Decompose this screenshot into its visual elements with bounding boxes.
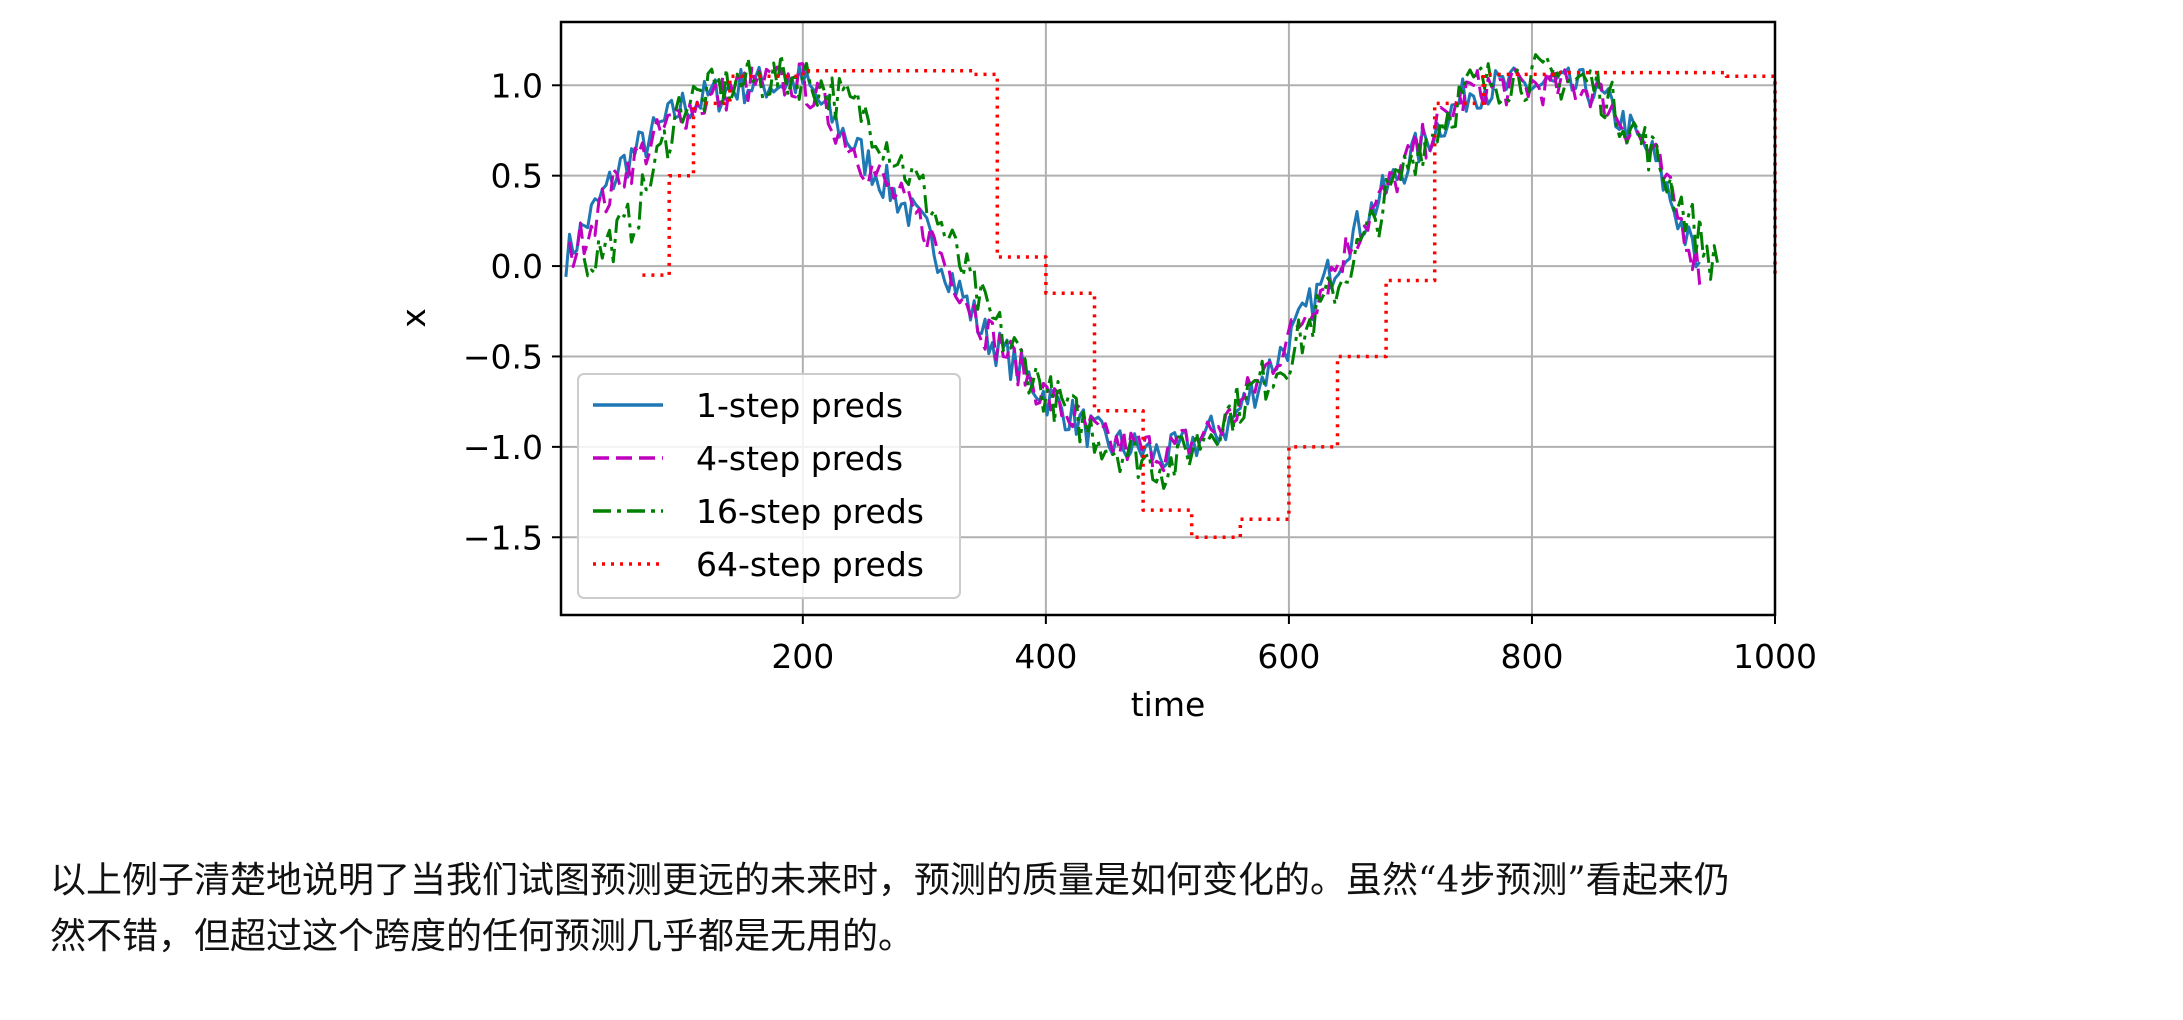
x-tick-label: 400 — [1014, 637, 1077, 676]
series-line-3 — [582, 53, 1720, 490]
legend: 1-step preds 4-step preds 16-step preds 64-… — [577, 373, 961, 599]
legend-label: 1-step preds — [696, 386, 903, 425]
caption-paragraph: 以上例子清楚地说明了当我们试图预测更远的未来时，预测的质量是如何变化的。虽然“4… — [50, 853, 2175, 965]
caption-line-1: 以上例子清楚地说明了当我们试图预测更远的未来时，预测的质量是如何变化的。虽然“4… — [50, 860, 1730, 901]
y-tick-label: −1.0 — [463, 428, 543, 467]
caption-line-2: 然不错，但超过这个跨度的任何预测几乎都是无用的。 — [50, 916, 915, 957]
y-tick-label: 0.0 — [491, 247, 543, 286]
series-lines — [564, 53, 1777, 540]
legend-label: 16-step preds — [696, 492, 924, 531]
x-tick-label: 1000 — [1733, 637, 1817, 676]
series-line-4 — [642, 69, 1777, 540]
y-tick-label: −1.5 — [463, 518, 543, 557]
plot-frame — [559, 20, 1777, 617]
legend-label: 4-step preds — [696, 439, 903, 478]
x-tick-label: 800 — [1500, 637, 1563, 676]
y-tick-label: 1.0 — [491, 66, 543, 105]
axis-ticks: 200 400 600 800 1000 −1.5 −1.0 −0.5 0.0 0.5 1.0 — [463, 66, 1817, 676]
prediction-chart: 200 400 600 800 1000 −1.5 −1.0 −0.5 0.0 0.5 1.0 ti… — [394, 20, 1817, 724]
legend-label: 64-step preds — [696, 545, 924, 584]
x-tick-label: 200 — [771, 637, 834, 676]
y-axis-label: x — [394, 308, 433, 328]
x-tick-label: 600 — [1257, 637, 1320, 676]
y-tick-label: 0.5 — [491, 157, 543, 196]
legend-box — [577, 373, 961, 599]
x-axis-label: time — [1131, 685, 1206, 724]
y-tick-label: −0.5 — [463, 337, 543, 376]
